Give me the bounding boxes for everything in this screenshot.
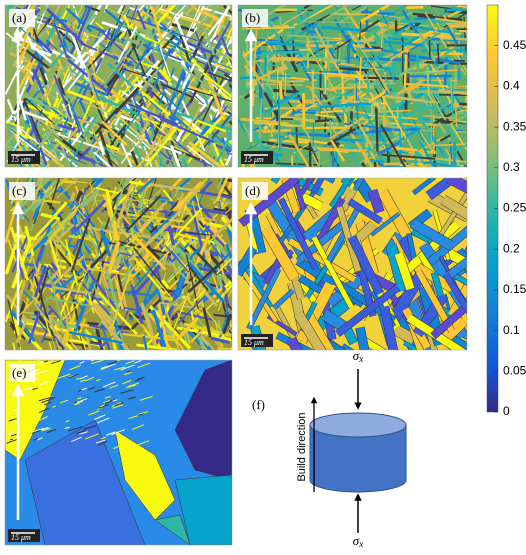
lath xyxy=(280,81,281,99)
tick-label: 0.35 xyxy=(503,119,526,133)
grain-boundary xyxy=(465,218,486,257)
lath xyxy=(465,20,505,44)
grain-boundary xyxy=(466,295,478,316)
lath xyxy=(313,70,314,107)
tick-label: 0.4 xyxy=(503,79,520,93)
panel-label: (e) xyxy=(12,365,26,380)
lath xyxy=(444,349,464,426)
lath xyxy=(319,150,320,177)
panel-label: (b) xyxy=(245,10,260,25)
lath xyxy=(424,108,466,109)
lath xyxy=(406,7,423,8)
subscript: x xyxy=(358,354,363,364)
cylinder-top xyxy=(310,413,406,437)
tick-label: 0.25 xyxy=(503,201,526,215)
lath xyxy=(387,38,408,39)
tick-label: 0.15 xyxy=(503,282,526,296)
lath xyxy=(465,218,486,257)
lath xyxy=(467,114,490,115)
lath xyxy=(336,94,355,95)
grain-boundary xyxy=(253,345,262,377)
lath xyxy=(458,166,465,179)
tick-label: 0.05 xyxy=(503,363,526,377)
lath xyxy=(313,123,314,146)
lath xyxy=(253,345,262,377)
tick-label: 0.45 xyxy=(503,38,526,52)
lath xyxy=(263,130,292,132)
lath xyxy=(318,73,319,112)
scale-label: 15 μm xyxy=(11,533,31,542)
lath xyxy=(269,71,270,82)
diagram: (f) σx σx Build direction xyxy=(252,348,406,549)
panel-label: (a) xyxy=(12,10,26,25)
panel xyxy=(5,355,232,545)
lath xyxy=(466,23,487,34)
load-bottom: σx xyxy=(353,533,363,549)
lath xyxy=(428,67,429,96)
lath xyxy=(333,14,377,15)
scale-label: 15 μm xyxy=(244,338,264,347)
grain-boundary xyxy=(444,349,464,426)
tick-label: 0.1 xyxy=(503,323,520,337)
lath xyxy=(397,152,408,153)
lath xyxy=(279,97,280,152)
panel-label: (c) xyxy=(12,183,26,198)
tick-label: 0.3 xyxy=(503,160,520,174)
panels: (a) 15 μm (b) 15 μm (c) (d) 15 μm (e) 15 μm xyxy=(5,0,510,545)
lath xyxy=(285,73,286,96)
lath xyxy=(369,160,385,161)
lath xyxy=(163,298,173,300)
axis-label: Build direction xyxy=(296,412,308,481)
lath xyxy=(336,140,365,141)
colorbar-ticks: 0 0.05 0.1 0.15 0.2 0.25 0.3 0.35 0.4 0.45 xyxy=(494,38,526,418)
panel-label: (d) xyxy=(245,183,260,198)
lath xyxy=(454,60,465,61)
diagram-label: (f) xyxy=(252,397,265,412)
lath xyxy=(270,59,303,60)
subscript: x xyxy=(358,539,363,549)
tick-label: 0.2 xyxy=(503,241,520,255)
tick-label: 0 xyxy=(503,404,510,418)
lath xyxy=(417,53,418,67)
lath xyxy=(376,108,377,152)
lath xyxy=(81,0,102,5)
lath xyxy=(294,41,326,42)
lath xyxy=(362,50,381,51)
scale-label: 15 μm xyxy=(11,155,31,164)
lath xyxy=(53,0,58,5)
lath xyxy=(425,124,437,125)
lath xyxy=(434,162,435,179)
lath xyxy=(354,46,364,47)
lath xyxy=(38,165,82,179)
lath xyxy=(261,52,308,53)
lath xyxy=(456,132,481,133)
lath xyxy=(419,167,462,172)
lath xyxy=(466,295,478,316)
load-top: σx xyxy=(353,348,363,364)
lath xyxy=(94,355,106,361)
scale-label: 15 μm xyxy=(244,155,264,164)
lath xyxy=(240,77,255,78)
lath xyxy=(306,45,333,46)
lath xyxy=(413,14,433,15)
lath xyxy=(273,90,298,92)
